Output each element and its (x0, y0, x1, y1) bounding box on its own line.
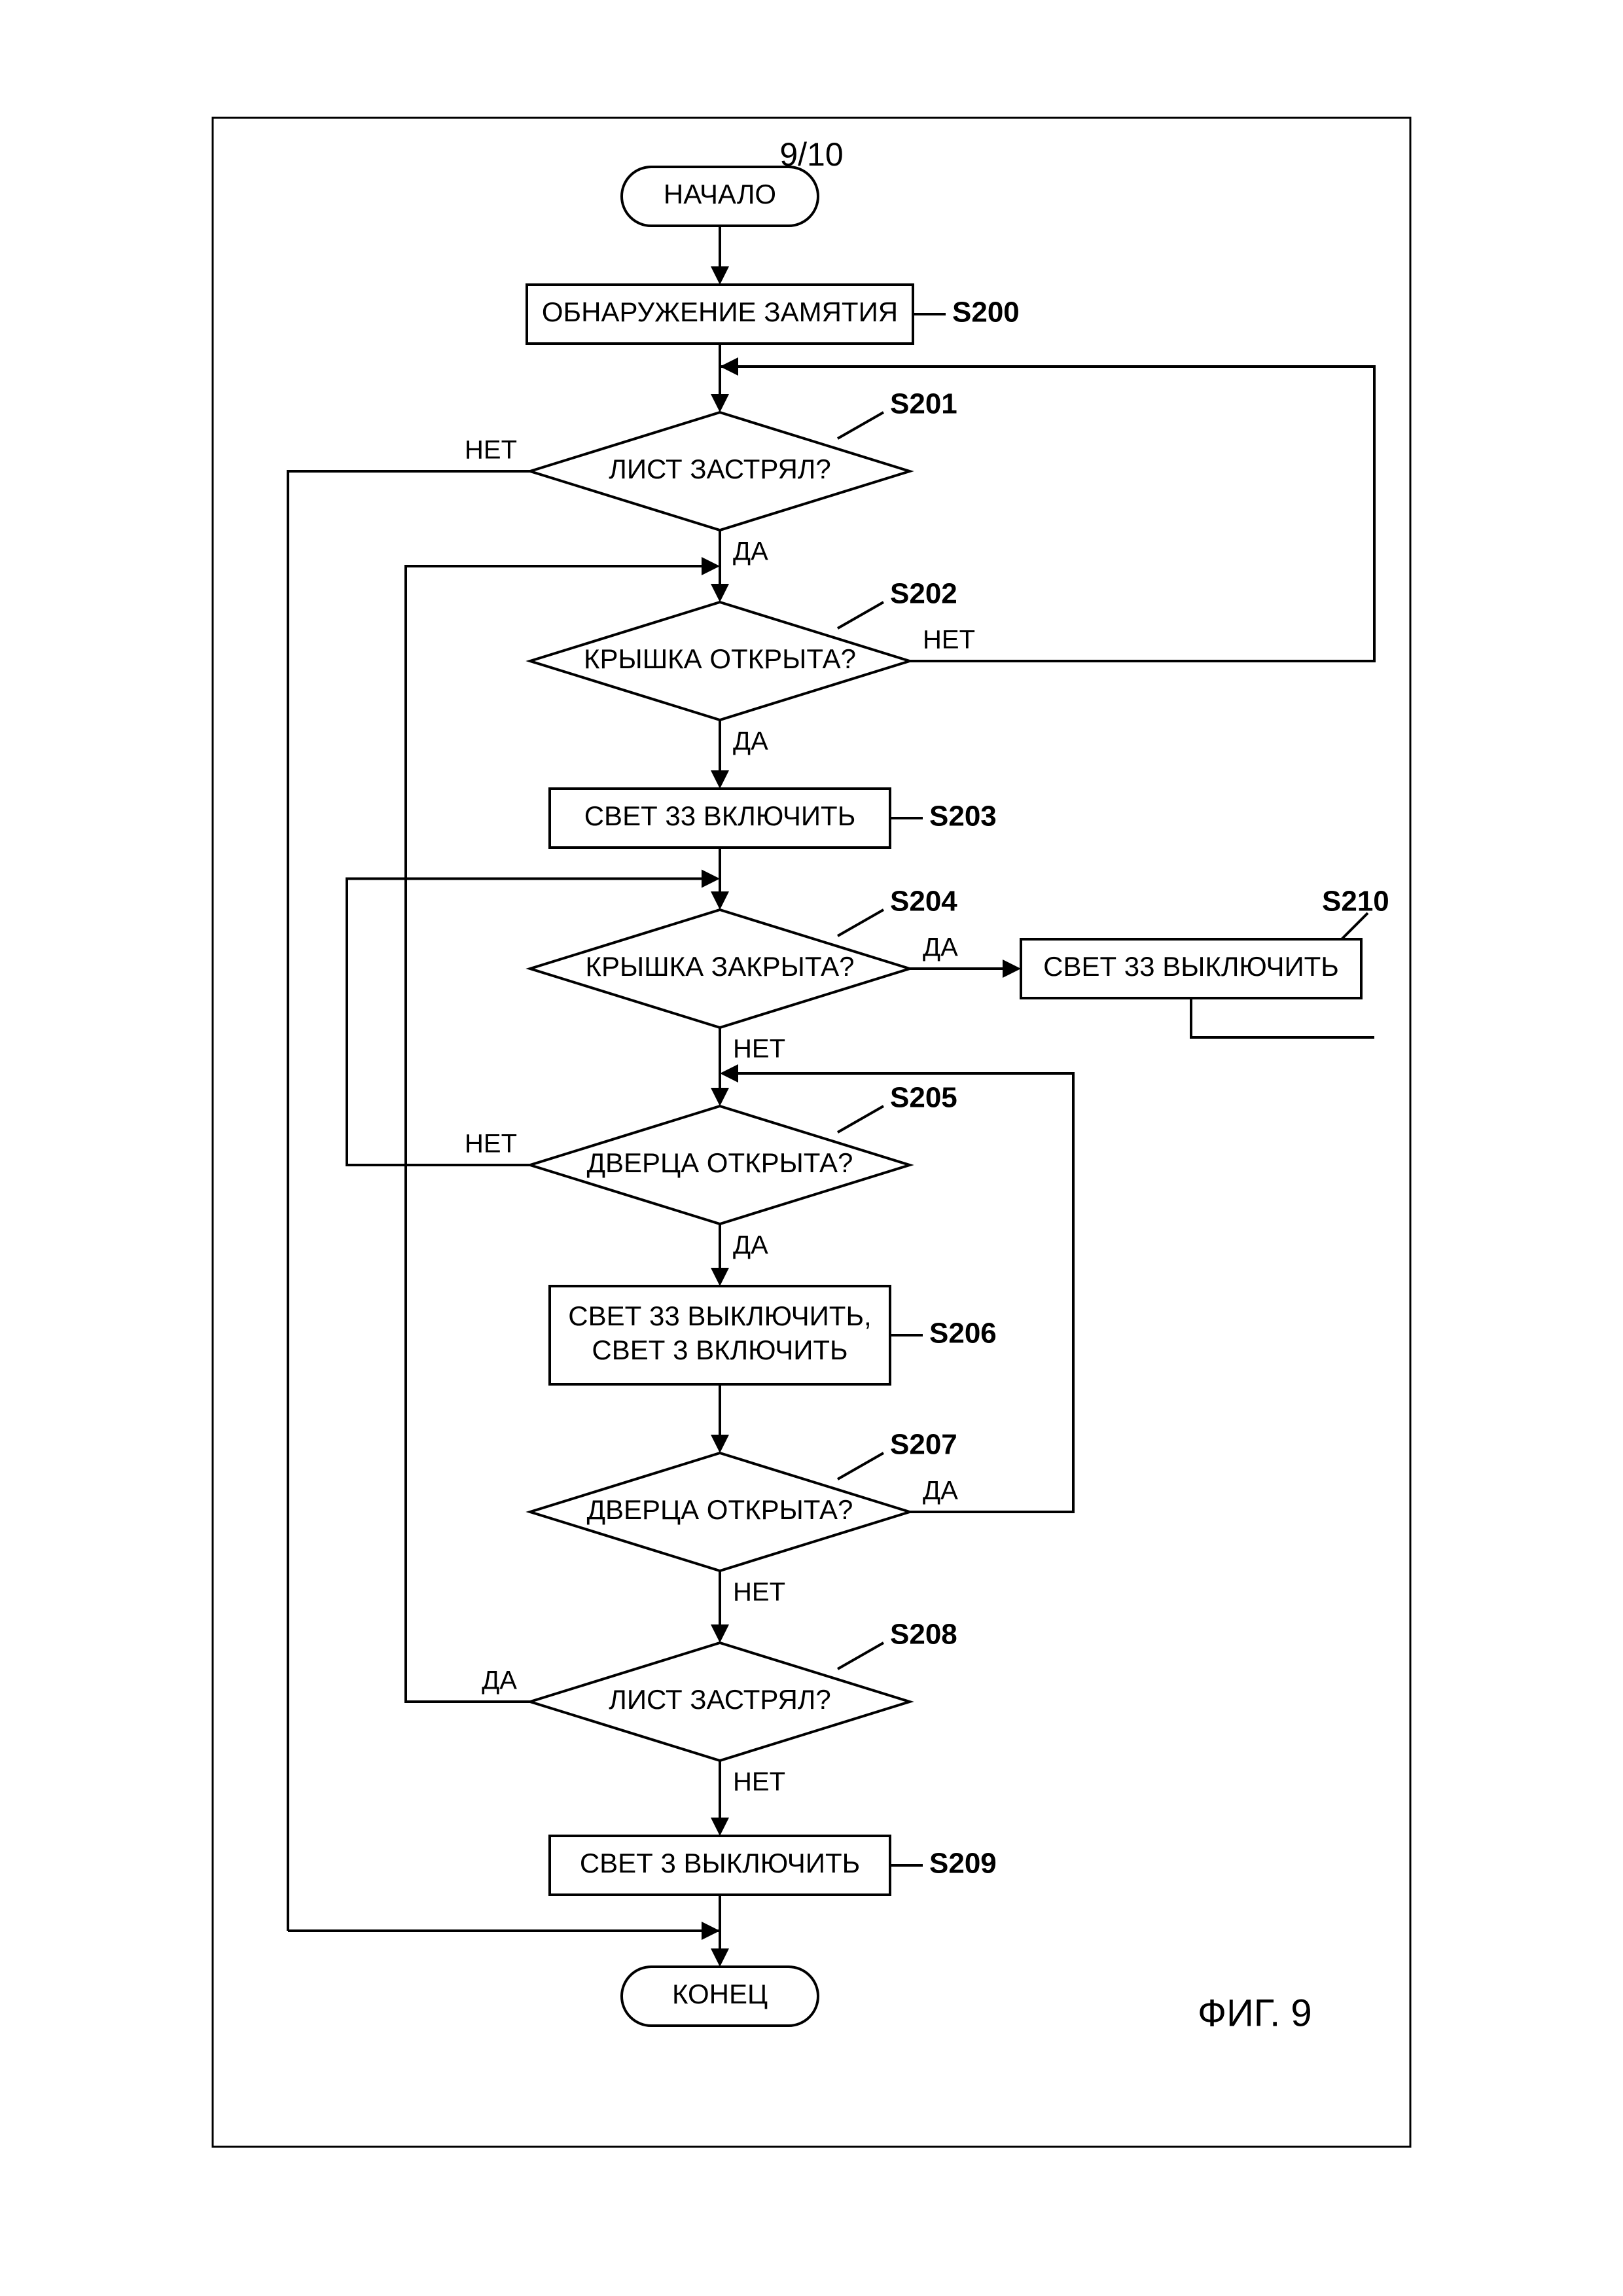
S200-label: ОБНАРУЖЕНИЕ ЗАМЯТИЯ (542, 296, 898, 327)
svg-text:S206: S206 (929, 1318, 997, 1350)
svg-text:S209: S209 (929, 1848, 997, 1880)
figure-label: ФИГ. 9 (1198, 1992, 1312, 2034)
start-label: НАЧАЛО (664, 179, 776, 209)
svg-text:ДА: ДА (923, 1477, 958, 1505)
S201-label: ЛИСТ ЗАСТРЯЛ? (609, 454, 830, 484)
svg-text:S202: S202 (890, 578, 957, 610)
S203-label: СВЕТ 33 ВКЛЮЧИТЬ (584, 800, 856, 831)
S200-step: S200 (952, 296, 1020, 329)
S209-label: СВЕТ 3 ВЫКЛЮЧИТЬ (580, 1848, 860, 1878)
svg-text:НЕТ: НЕТ (465, 1130, 517, 1158)
svg-text:S207: S207 (890, 1429, 957, 1461)
svg-text:НЕТ: НЕТ (733, 1578, 785, 1607)
S207-label: ДВЕРЦА ОТКРЫТА? (587, 1494, 853, 1525)
S208-label: ЛИСТ ЗАСТРЯЛ? (609, 1684, 830, 1715)
S204-label: КРЫШКА ЗАКРЫТА? (586, 951, 855, 982)
svg-text:НЕТ: НЕТ (733, 1768, 785, 1797)
svg-text:НЕТ: НЕТ (733, 1035, 785, 1064)
svg-text:S204: S204 (890, 886, 957, 918)
svg-text:S210: S210 (1322, 886, 1389, 918)
svg-text:НЕТ: НЕТ (465, 436, 517, 465)
svg-text:ДА: ДА (733, 537, 768, 566)
svg-text:НЕТ: НЕТ (923, 626, 975, 655)
svg-text:ДА: ДА (733, 1231, 768, 1260)
end-label: КОНЕЦ (672, 1979, 768, 2009)
svg-text:S201: S201 (890, 388, 957, 420)
svg-text:S208: S208 (890, 1619, 957, 1651)
svg-text:СВЕТ 3 ВКЛЮЧИТЬ: СВЕТ 3 ВКЛЮЧИТЬ (592, 1335, 847, 1365)
S210-label: СВЕТ 33 ВЫКЛЮЧИТЬ (1043, 951, 1339, 982)
svg-text:ДА: ДА (482, 1666, 517, 1695)
S205-label: ДВЕРЦА ОТКРЫТА? (587, 1147, 853, 1178)
svg-text:S203: S203 (929, 800, 997, 833)
svg-text:ДА: ДА (923, 933, 958, 962)
S202-label: КРЫШКА ОТКРЫТА? (584, 643, 856, 674)
svg-text:S205: S205 (890, 1082, 957, 1114)
svg-text:СВЕТ 33 ВЫКЛЮЧИТЬ,: СВЕТ 33 ВЫКЛЮЧИТЬ, (568, 1300, 871, 1331)
svg-text:ДА: ДА (733, 727, 768, 756)
